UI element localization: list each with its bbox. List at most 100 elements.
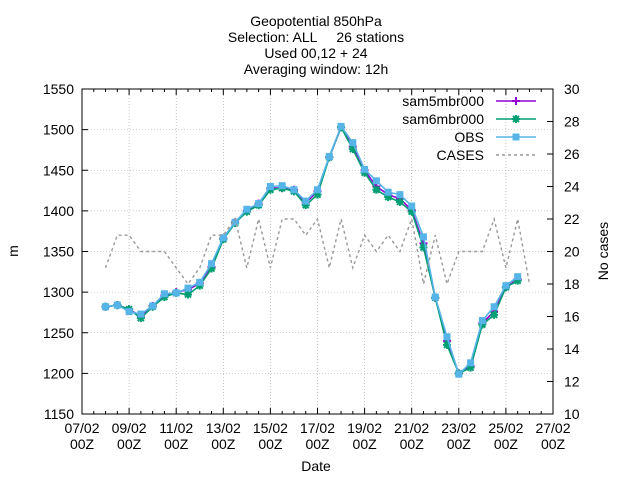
y-tick-label: 1300	[43, 284, 74, 300]
x-tick-label-time: 00Z	[447, 436, 472, 452]
point	[113, 301, 121, 309]
point	[290, 186, 298, 194]
x-tick-label: 07/02	[64, 420, 99, 436]
legend: sam5mbr000 sam6mbr000 OBS CASES	[402, 93, 536, 163]
y-tick-label: 1400	[43, 203, 74, 219]
y-tick-label: 1200	[43, 365, 74, 381]
x-tick-label-time: 00Z	[305, 436, 330, 452]
x-tick-label-time: 00Z	[164, 436, 189, 452]
legend-label: sam6mbr000	[402, 111, 484, 127]
x-tick-label: 21/02	[394, 420, 429, 436]
point	[512, 133, 520, 141]
point	[349, 139, 357, 147]
y-tick-label: 1450	[43, 162, 74, 178]
point	[160, 290, 168, 298]
legend-label: OBS	[454, 129, 484, 145]
point	[302, 197, 310, 205]
y2-tick-label: 12	[564, 374, 580, 390]
x-tick-label: 27/02	[535, 420, 570, 436]
title-line-2: Selection: ALL 26 stations	[228, 29, 404, 45]
point-d2	[512, 115, 520, 123]
x-tick-label-time: 00Z	[211, 436, 236, 452]
point	[455, 370, 463, 378]
point	[408, 202, 416, 210]
x-tick-label-time: 00Z	[353, 436, 378, 452]
point	[243, 205, 251, 213]
y2-tick-label: 26	[564, 146, 580, 162]
x-axis-label: Date	[301, 458, 331, 474]
point	[172, 289, 180, 297]
x-tick-label: 13/02	[206, 420, 241, 436]
x-tick-label: 25/02	[488, 420, 523, 436]
point	[102, 303, 110, 311]
point	[184, 284, 192, 292]
y2-tick-label: 24	[564, 179, 580, 195]
point	[431, 293, 439, 301]
point	[266, 183, 274, 190]
series-line	[104, 216, 531, 287]
y2-tick-label: 28	[564, 114, 580, 130]
point	[337, 122, 345, 130]
point	[278, 182, 286, 190]
x-tick-label: 19/02	[347, 420, 382, 436]
y2-tick-label: 14	[564, 341, 580, 357]
point	[502, 282, 510, 290]
title-line-3: Used 00,12 + 24	[264, 45, 367, 61]
y2-tick-label: 10	[564, 406, 580, 422]
y2-tick-label: 18	[564, 276, 580, 292]
x-tick-label-time: 00Z	[117, 436, 142, 452]
point	[372, 177, 380, 185]
legend-label: sam5mbr000	[402, 93, 484, 109]
point	[512, 97, 520, 105]
y-tick-label: 1500	[43, 122, 74, 138]
point-d2	[372, 186, 381, 194]
point	[208, 260, 216, 268]
point	[125, 308, 133, 316]
y2-tick-label: 16	[564, 309, 580, 325]
point	[490, 303, 498, 311]
title-line-1: Geopotential 850hPa	[250, 13, 382, 29]
legend-label: CASES	[437, 147, 484, 163]
x-tick-label: 09/02	[112, 420, 147, 436]
point	[372, 185, 381, 194]
series-OBS	[102, 122, 522, 378]
point	[443, 333, 451, 341]
point-d2	[490, 311, 498, 319]
y-tick-label: 1350	[43, 244, 74, 260]
y2-axis-label: No cases	[595, 222, 611, 280]
x-tick-label-time: 00Z	[70, 436, 95, 452]
point	[361, 165, 369, 173]
series-line	[105, 125, 519, 375]
point	[183, 290, 192, 299]
y-tick-label: 1550	[43, 81, 74, 97]
y-tick-label: 1250	[43, 325, 74, 341]
x-tick-label-time: 00Z	[258, 436, 283, 452]
point	[395, 197, 404, 206]
y2-tick-label: 20	[564, 244, 580, 260]
chart-title: Geopotential 850hPa Selection: ALL 26 st…	[228, 13, 404, 77]
point	[314, 186, 321, 194]
point	[196, 278, 204, 286]
point	[137, 310, 145, 318]
y-tick-label: 1150	[44, 406, 74, 422]
x-tick-label: 11/02	[159, 420, 193, 436]
point-d2	[396, 198, 404, 206]
axes: 1150 1200 1250 1300 1350 1400 1450 1500 1550 10 12…	[43, 81, 580, 452]
x-tick-label: 17/02	[300, 420, 335, 436]
point	[467, 359, 475, 367]
point	[490, 310, 499, 319]
point	[149, 302, 157, 310]
point	[419, 233, 427, 241]
point	[384, 188, 392, 196]
point	[396, 191, 404, 199]
point	[478, 317, 486, 325]
point	[325, 152, 333, 160]
series-layer	[101, 122, 531, 378]
y2-tick-label: 22	[564, 211, 580, 227]
series-line	[105, 124, 519, 376]
point	[255, 200, 263, 208]
point	[514, 273, 522, 281]
x-tick-label: 15/02	[253, 420, 288, 436]
x-tick-label: 23/02	[441, 420, 476, 436]
